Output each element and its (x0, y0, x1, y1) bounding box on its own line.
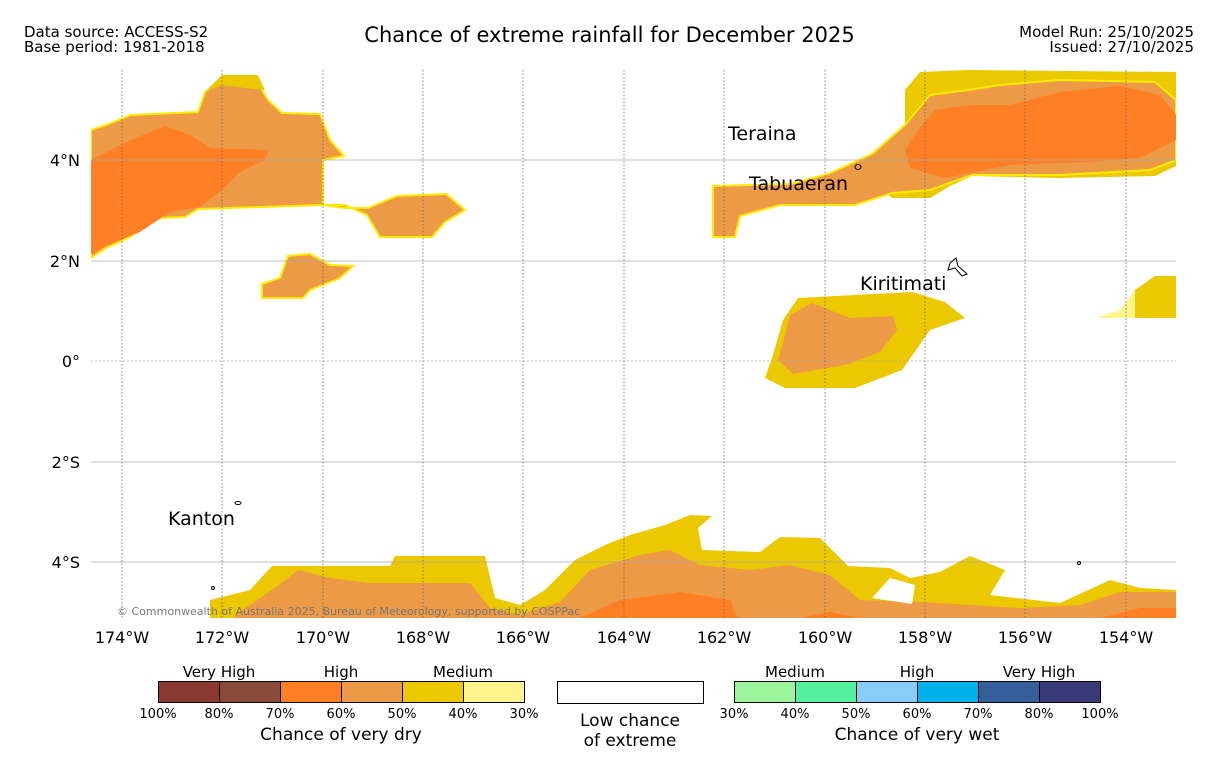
dry-region-south-core (580, 592, 1176, 618)
legend-wet-tick: 70% (963, 707, 993, 722)
legend-dry-title: Chance of very dry (260, 725, 422, 745)
legend-dry-tick: 40% (448, 707, 478, 722)
legend-wet-title: Chance of very wet (834, 725, 1000, 745)
lon-label: 158°W (898, 628, 953, 647)
legend-dry-tick: 100% (139, 707, 177, 722)
lon-labels: 174°W 172°W 170°W 168°W 166°W 164°W 162°… (95, 628, 1154, 647)
legend-neutral-label: Low chance of extreme (580, 711, 680, 751)
place-label-teraina: Teraina (727, 123, 797, 145)
legend-swatch (464, 682, 524, 702)
run-info: Model Run: 25/10/2025 Issued: 27/10/2025 (1019, 25, 1194, 55)
legend-swatch (857, 682, 918, 702)
legend-dry-category: High (323, 663, 359, 681)
legend-neutral-swatch (557, 681, 704, 704)
legend-wet-tick: 100% (1081, 707, 1119, 722)
island-small (1077, 561, 1081, 565)
legend-wet-tick: 60% (902, 707, 932, 722)
legend-wet-tick: 30% (719, 707, 749, 722)
legend-dry-tick: 60% (326, 707, 356, 722)
legend-swatch (979, 682, 1040, 702)
dry-region-ne-core (905, 86, 1176, 178)
island-kiritimati (947, 257, 968, 277)
lon-label: 154°W (1099, 628, 1154, 647)
place-label-kiritimati: Kiritimati (860, 273, 946, 295)
legend-dry-tick: 80% (204, 707, 234, 722)
map-title: Chance of extreme rainfall for December … (364, 23, 855, 47)
island-small-2 (211, 586, 215, 590)
copyright-text: © Commonwealth of Australia 2025, Bureau… (117, 605, 580, 618)
legend-wet-tick: 80% (1024, 707, 1054, 722)
legend-swatch (735, 682, 796, 702)
legend-swatch (1040, 682, 1100, 702)
place-label-kanton: Kanton (168, 508, 235, 530)
lon-label: 174°W (95, 628, 150, 647)
legend-wet-colorbar (734, 681, 1101, 703)
legend-dry-colorbar (158, 681, 525, 703)
legend-dry-category: Medium (433, 663, 493, 681)
issued-text: Issued: 27/10/2025 (1049, 38, 1194, 56)
legend-wet-tick: 50% (841, 707, 871, 722)
legend-dry-tick: 30% (509, 707, 539, 722)
dry-region-east-pale (1096, 290, 1135, 318)
lon-label: 170°W (296, 628, 351, 647)
legend-swatch (281, 682, 342, 702)
island-tabuaeran (854, 164, 862, 170)
lon-label: 172°W (195, 628, 250, 647)
legend-swatch (796, 682, 857, 702)
legend-dry-tick: 50% (387, 707, 417, 722)
legend-swatch (159, 682, 220, 702)
grid (91, 70, 1176, 618)
place-label-tabuaeran: Tabuaeran (748, 173, 848, 195)
legend-swatch (918, 682, 979, 702)
white-gap (872, 578, 915, 604)
dry-region-kiritimati-core (778, 303, 897, 374)
model-run-text: Model Run: 25/10/2025 (1019, 23, 1194, 41)
lat-label: 2°N (50, 252, 80, 271)
dry-region-nw-core (91, 126, 268, 254)
dry-region-nw2 (261, 252, 356, 299)
forecast-map: 4°N 2°N 0° 2°S 4°S 174°W 172°W 170°W 168… (50, 70, 1176, 647)
legend-swatch (403, 682, 464, 702)
legend-wet-category: High (899, 663, 935, 681)
lon-label: 164°W (597, 628, 652, 647)
lon-label: 168°W (396, 628, 451, 647)
legend-swatch (342, 682, 403, 702)
lat-label: 2°S (52, 453, 80, 472)
legend-neutral-line: Low chance (580, 711, 680, 731)
island-kanton (234, 501, 242, 505)
data-source-text: Data source: ACCESS-S2 (24, 23, 209, 41)
legend-neutral-line: of extreme (583, 731, 677, 751)
base-period-text: Base period: 1981-2018 (24, 38, 205, 56)
lon-label: 166°W (496, 628, 551, 647)
lon-label: 162°W (697, 628, 752, 647)
legend-dry-category: Very High (182, 663, 256, 681)
legend-wet-category: Medium (765, 663, 825, 681)
lat-label: 0° (62, 352, 80, 371)
place-labels: Teraina Tabuaeran Kiritimati Kanton (168, 123, 946, 530)
lat-labels: 4°N 2°N 0° 2°S 4°S (50, 151, 80, 572)
lon-label: 160°W (798, 628, 853, 647)
lat-label: 4°N (50, 151, 80, 170)
dry-region-yellow-nw (205, 75, 265, 92)
islands (211, 164, 1081, 590)
legend-swatch (220, 682, 281, 702)
legend-dry-tick: 70% (265, 707, 295, 722)
lat-label: 4°S (52, 553, 80, 572)
probability-field (91, 70, 1176, 618)
legend-wet-category: Very High (1002, 663, 1076, 681)
lon-label: 156°W (998, 628, 1053, 647)
legend-wet-tick: 40% (780, 707, 810, 722)
dry-region-south-mid (235, 550, 1176, 618)
